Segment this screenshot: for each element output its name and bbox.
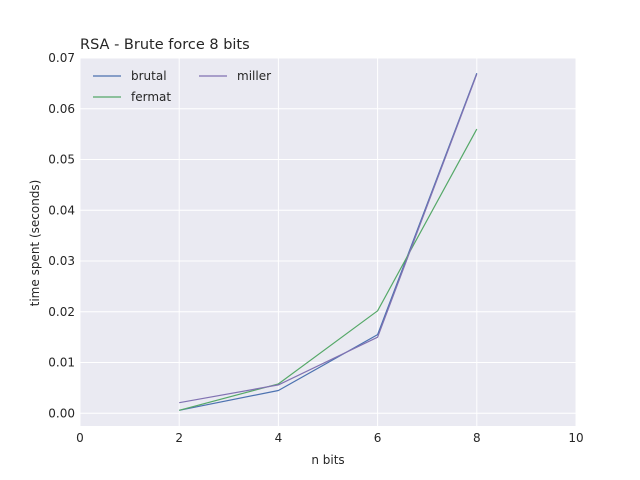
y-tick-label: 0.03	[48, 254, 75, 268]
x-tick-label: 10	[568, 431, 583, 445]
x-tick-label: 2	[175, 431, 183, 445]
legend: brutal fermat miller	[93, 69, 271, 104]
y-tick-label: 0.00	[48, 406, 75, 420]
x-tick-label: 6	[374, 431, 382, 445]
series-line-miller	[179, 73, 478, 404]
legend-label-fermat: fermat	[131, 90, 171, 104]
legend-label-brutal: brutal	[131, 69, 167, 83]
y-tick-label: 0.02	[48, 305, 75, 319]
legend-label-miller: miller	[237, 69, 271, 83]
y-tick-label: 0.07	[48, 51, 75, 65]
y-tick-labels: 0.00 0.01 0.02 0.03 0.04 0.05 0.06 0.07	[48, 51, 75, 420]
series-lines	[179, 72, 478, 411]
chart-title: RSA - Brute force 8 bits	[80, 37, 250, 53]
x-tick-labels: 0 2 4 6 8 10	[76, 431, 583, 445]
series-line-brutal	[179, 72, 478, 411]
x-tick-label: 8	[473, 431, 481, 445]
y-tick-label: 0.01	[48, 356, 75, 370]
grid	[79, 57, 577, 426]
y-axis-label: time spent (seconds)	[28, 180, 42, 307]
x-axis-label: n bits	[311, 453, 344, 467]
y-tick-label: 0.04	[48, 203, 75, 217]
x-tick-label: 0	[76, 431, 84, 445]
plot-background	[80, 58, 576, 426]
y-tick-label: 0.06	[48, 102, 75, 116]
x-tick-label: 4	[275, 431, 283, 445]
y-tick-label: 0.05	[48, 153, 75, 167]
series-line-fermat	[179, 128, 478, 411]
